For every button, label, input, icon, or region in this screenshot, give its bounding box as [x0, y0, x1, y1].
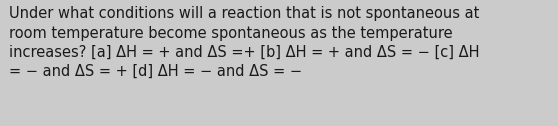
Text: Under what conditions will a reaction that is not spontaneous at
room temperatur: Under what conditions will a reaction th… [9, 6, 479, 79]
